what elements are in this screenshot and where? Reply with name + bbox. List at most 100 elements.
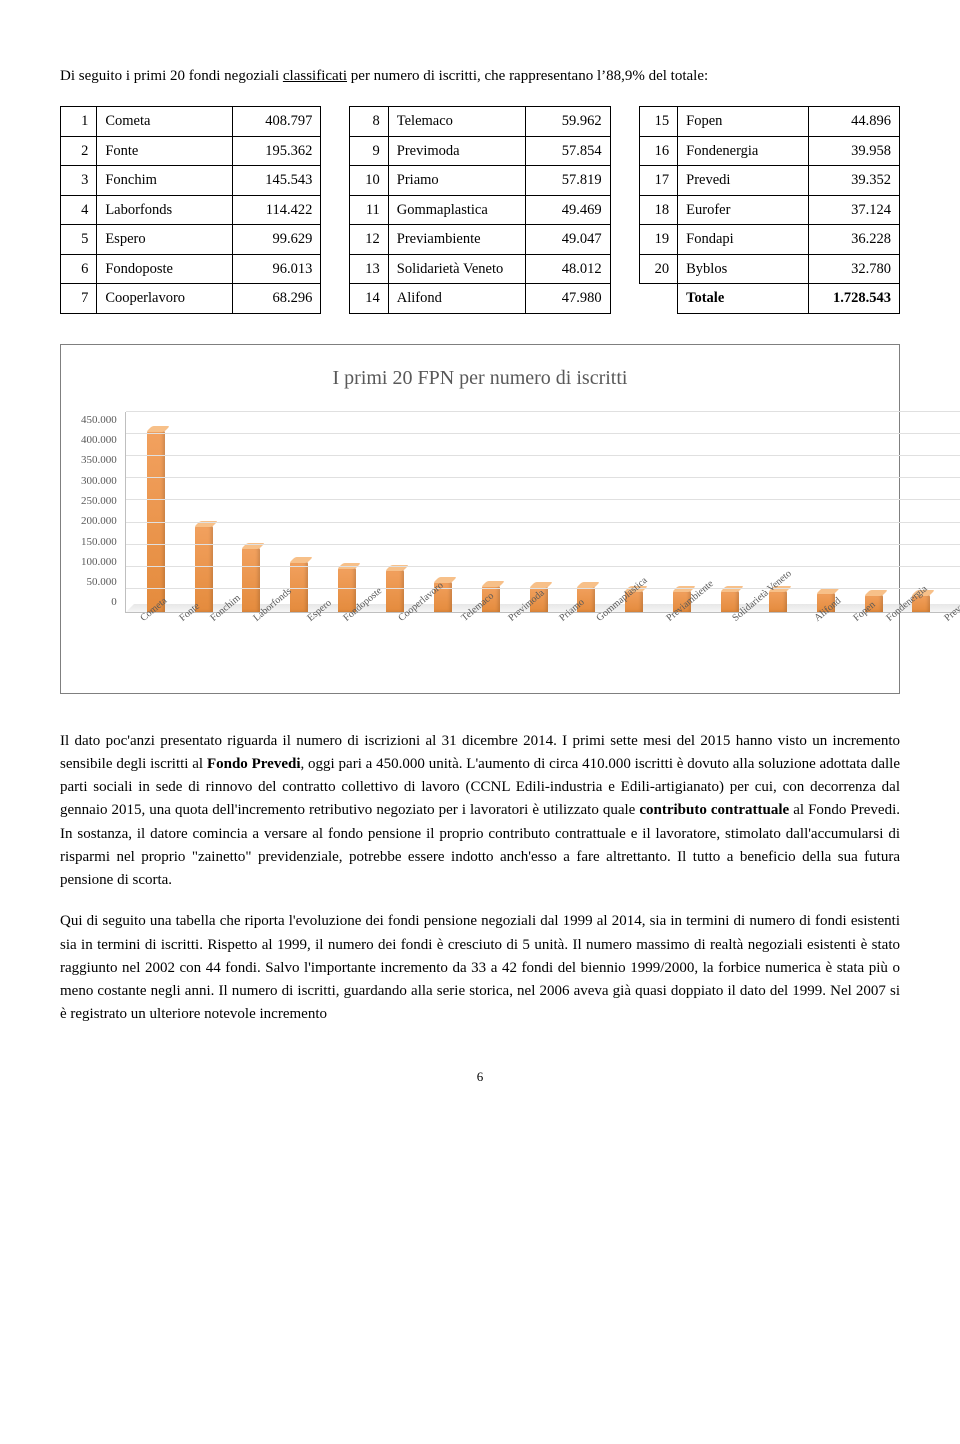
bar — [242, 547, 260, 612]
row-idx: 10 — [350, 166, 388, 195]
grid-line — [126, 499, 960, 500]
bar-slot — [419, 412, 467, 612]
bar-slot — [658, 412, 706, 612]
row-name: Eurofer — [678, 195, 808, 224]
row-val: 99.629 — [232, 225, 321, 254]
table-row: 19Fondapi36.228 — [639, 225, 899, 254]
bar-slot — [275, 412, 323, 612]
grid-line — [126, 544, 960, 545]
table-row: 10Priamo57.819 — [350, 166, 610, 195]
row-name: Previmoda — [388, 136, 526, 165]
row-idx: 11 — [350, 195, 388, 224]
bar-slot — [945, 412, 960, 612]
y-tick: 450.000 — [81, 412, 117, 429]
row-idx: 17 — [639, 166, 677, 195]
row-val: 59.962 — [526, 107, 610, 136]
table-left: 1Cometa408.7972Fonte195.3623Fonchim145.5… — [60, 106, 321, 313]
row-val: 57.819 — [526, 166, 610, 195]
row-name: Fondenergia — [678, 136, 808, 165]
row-name: Cometa — [97, 107, 233, 136]
row-idx: 20 — [639, 254, 677, 283]
y-tick: 350.000 — [81, 452, 117, 469]
bar-slot — [132, 412, 180, 612]
bar-front — [242, 547, 260, 612]
row-val: 32.780 — [808, 254, 899, 283]
table-row: 16Fondenergia39.958 — [639, 136, 899, 165]
bar-top — [289, 557, 313, 563]
bar-top — [576, 582, 600, 588]
y-tick: 400.000 — [81, 432, 117, 449]
row-val: 68.296 — [232, 284, 321, 313]
row-val: 39.958 — [808, 136, 899, 165]
row-name: Priamo — [388, 166, 526, 195]
table-mid: 8Telemaco59.9629Previmoda57.85410Priamo5… — [349, 106, 610, 313]
chart-title: I primi 20 FPN per numero di iscritti — [81, 363, 879, 394]
bar-slot — [515, 412, 563, 612]
row-idx: 12 — [350, 225, 388, 254]
row-val: 36.228 — [808, 225, 899, 254]
bar-slot — [562, 412, 610, 612]
bar-slot — [323, 412, 371, 612]
row-idx: 13 — [350, 254, 388, 283]
bar — [195, 525, 213, 612]
row-idx: 8 — [350, 107, 388, 136]
table-row: 7Cooperlavoro68.296 — [61, 284, 321, 313]
bar-slot — [180, 412, 228, 612]
tables-row: 1Cometa408.7972Fonte195.3623Fonchim145.5… — [60, 106, 900, 313]
grid-line — [126, 411, 960, 412]
row-idx: 4 — [61, 195, 97, 224]
grid-line — [126, 455, 960, 456]
table-row: 4Laborfonds114.422 — [61, 195, 321, 224]
table-row: 3Fonchim145.543 — [61, 166, 321, 195]
bar-top — [529, 582, 553, 588]
bar-top — [864, 590, 888, 596]
chart-y-axis: 450.000400.000350.000300.000250.000200.0… — [81, 412, 125, 612]
table-row: 2Fonte195.362 — [61, 136, 321, 165]
row-name: Gommaplastica — [388, 195, 526, 224]
table-row: 20Byblos32.780 — [639, 254, 899, 283]
row-val: 408.797 — [232, 107, 321, 136]
row-val: 96.013 — [232, 254, 321, 283]
table-row: 11Gommaplastica49.469 — [350, 195, 610, 224]
row-idx: 18 — [639, 195, 677, 224]
y-tick: 200.000 — [81, 513, 117, 530]
grid-line — [126, 588, 960, 589]
table-total-row: Totale1.728.543 — [639, 284, 899, 313]
bar-slot — [371, 412, 419, 612]
table-right: 15Fopen44.89616Fondenergia39.95817Preved… — [639, 106, 900, 313]
bar-slot — [850, 412, 898, 612]
table-row: 1Cometa408.797 — [61, 107, 321, 136]
row-val: 49.469 — [526, 195, 610, 224]
row-idx: 19 — [639, 225, 677, 254]
y-tick: 100.000 — [81, 554, 117, 571]
row-val: 47.980 — [526, 284, 610, 313]
row-idx: 5 — [61, 225, 97, 254]
page-number: 6 — [60, 1067, 900, 1087]
y-tick: 0 — [111, 594, 117, 611]
bar-slot — [227, 412, 275, 612]
row-name: Fopen — [678, 107, 808, 136]
row-val: 44.896 — [808, 107, 899, 136]
bar-top — [146, 426, 170, 432]
chart-bars — [126, 412, 960, 612]
row-val: 195.362 — [232, 136, 321, 165]
chart-plot — [125, 412, 960, 613]
y-tick: 50.000 — [87, 574, 117, 591]
row-idx: 7 — [61, 284, 97, 313]
row-idx: 1 — [61, 107, 97, 136]
row-idx: 2 — [61, 136, 97, 165]
chart-x-labels: CometaFonteFonchimLaborfondsEsperoFondop… — [125, 613, 960, 677]
table-row: 15Fopen44.896 — [639, 107, 899, 136]
y-tick: 300.000 — [81, 473, 117, 490]
table-row: 17Prevedi39.352 — [639, 166, 899, 195]
row-val: 37.124 — [808, 195, 899, 224]
total-value: 1.728.543 — [808, 284, 899, 313]
chart-container: I primi 20 FPN per numero di iscritti 45… — [60, 344, 900, 694]
row-val: 114.422 — [232, 195, 321, 224]
table-row: 9Previmoda57.854 — [350, 136, 610, 165]
row-name: Fonte — [97, 136, 233, 165]
table-row: 6Fondoposte96.013 — [61, 254, 321, 283]
table-row: 8Telemaco59.962 — [350, 107, 610, 136]
grid-line — [126, 477, 960, 478]
total-label: Totale — [678, 284, 808, 313]
